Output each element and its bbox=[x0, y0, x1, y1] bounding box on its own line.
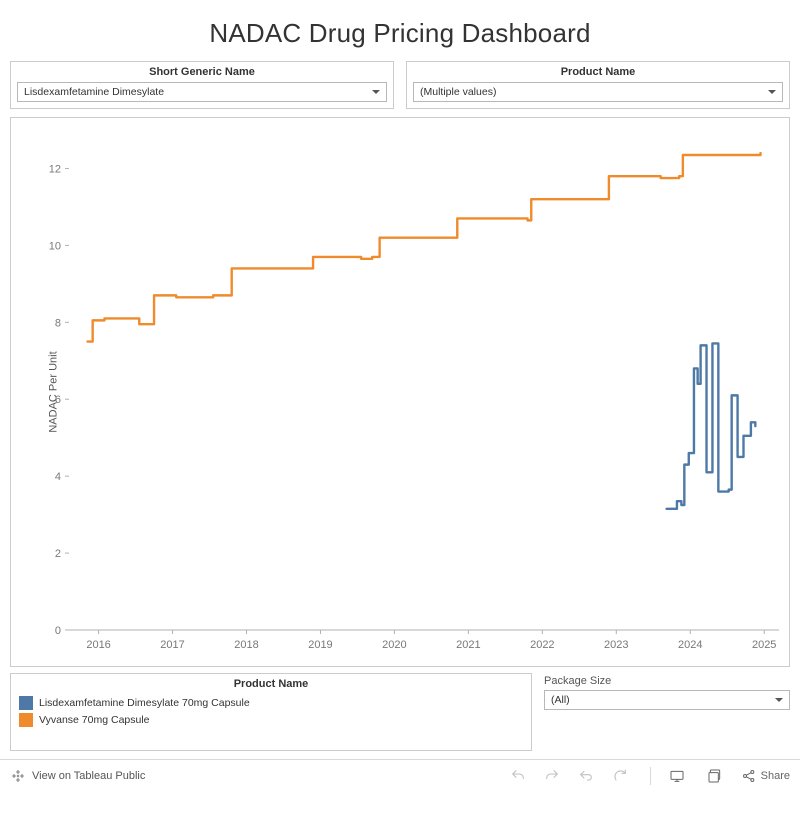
svg-text:4: 4 bbox=[55, 471, 61, 483]
revert-button[interactable] bbox=[578, 768, 594, 784]
refresh-button[interactable] bbox=[612, 768, 632, 784]
filter-generic-name: Short Generic Name Lisdexamfetamine Dime… bbox=[10, 61, 394, 109]
legend-item-label: Lisdexamfetamine Dimesylate 70mg Capsule bbox=[39, 697, 250, 709]
legend-item[interactable]: Vyvanse 70mg Capsule bbox=[19, 713, 523, 727]
filter-product-name: Product Name (Multiple values) bbox=[406, 61, 790, 109]
tableau-icon bbox=[10, 768, 26, 784]
svg-text:2019: 2019 bbox=[308, 639, 332, 651]
device-icon bbox=[669, 768, 685, 784]
svg-text:2020: 2020 bbox=[382, 639, 406, 651]
redo-icon bbox=[544, 768, 560, 784]
svg-text:2021: 2021 bbox=[456, 639, 480, 651]
svg-text:2017: 2017 bbox=[160, 639, 184, 651]
package-size-label: Package Size bbox=[544, 675, 790, 687]
undo-button[interactable] bbox=[510, 768, 526, 784]
chevron-down-icon bbox=[775, 698, 783, 702]
download-button[interactable] bbox=[707, 768, 723, 784]
svg-text:2025: 2025 bbox=[752, 639, 776, 651]
legend-item[interactable]: Lisdexamfetamine Dimesylate 70mg Capsule bbox=[19, 696, 523, 710]
page-title: NADAC Drug Pricing Dashboard bbox=[10, 18, 790, 49]
device-preview-button[interactable] bbox=[669, 768, 689, 784]
svg-text:6: 6 bbox=[55, 394, 61, 406]
svg-text:2016: 2016 bbox=[86, 639, 110, 651]
toolbar-divider bbox=[650, 767, 651, 785]
redo-button[interactable] bbox=[544, 768, 560, 784]
filter-generic-label: Short Generic Name bbox=[17, 66, 387, 78]
undo-icon bbox=[510, 768, 526, 784]
toolbar: View on Tableau Public bbox=[0, 759, 800, 791]
download-icon bbox=[707, 768, 723, 784]
filters-row: Short Generic Name Lisdexamfetamine Dime… bbox=[10, 61, 790, 109]
dropdown-generic-value: Lisdexamfetamine Dimesylate bbox=[24, 86, 164, 98]
chevron-down-icon bbox=[372, 90, 380, 94]
legend-item-label: Vyvanse 70mg Capsule bbox=[39, 714, 150, 726]
svg-text:10: 10 bbox=[49, 240, 61, 252]
chart-area[interactable]: NADAC Per Unit 0246810122016201720182019… bbox=[10, 117, 790, 667]
svg-text:2023: 2023 bbox=[604, 639, 628, 651]
bottom-row: Product Name Lisdexamfetamine Dimesylate… bbox=[10, 673, 790, 751]
legend-title: Product Name bbox=[19, 678, 523, 690]
package-size-box: Package Size (All) bbox=[544, 673, 790, 751]
svg-text:12: 12 bbox=[49, 163, 61, 175]
toolbar-right: Share bbox=[510, 767, 790, 785]
svg-text:2: 2 bbox=[55, 548, 61, 560]
share-button[interactable]: Share bbox=[741, 768, 790, 784]
share-icon bbox=[741, 768, 757, 784]
legend-swatch bbox=[19, 713, 33, 727]
dropdown-product-name[interactable]: (Multiple values) bbox=[413, 82, 783, 102]
legend-items: Lisdexamfetamine Dimesylate 70mg Capsule… bbox=[19, 696, 523, 727]
svg-text:0: 0 bbox=[55, 625, 61, 637]
filter-product-label: Product Name bbox=[413, 66, 783, 78]
dropdown-product-value: (Multiple values) bbox=[420, 86, 496, 98]
revert-icon bbox=[578, 768, 594, 784]
refresh-icon bbox=[612, 768, 628, 784]
dropdown-generic-name[interactable]: Lisdexamfetamine Dimesylate bbox=[17, 82, 387, 102]
view-on-tableau-label: View on Tableau Public bbox=[32, 770, 145, 782]
dashboard-root: NADAC Drug Pricing Dashboard Short Gener… bbox=[0, 0, 800, 751]
svg-text:2024: 2024 bbox=[678, 639, 702, 651]
dropdown-package-value: (All) bbox=[551, 694, 570, 706]
svg-text:2022: 2022 bbox=[530, 639, 554, 651]
view-on-tableau-button[interactable]: View on Tableau Public bbox=[10, 768, 145, 784]
chart-svg: 0 2 4 6 8 10 12 2016 2017 2018 2019 2020 2021 2022 202… bbox=[11, 118, 791, 668]
share-label: Share bbox=[761, 770, 790, 782]
svg-text:2018: 2018 bbox=[234, 639, 258, 651]
legend-swatch bbox=[19, 696, 33, 710]
svg-text:8: 8 bbox=[55, 317, 61, 329]
chevron-down-icon bbox=[768, 90, 776, 94]
legend-box: Product Name Lisdexamfetamine Dimesylate… bbox=[10, 673, 532, 751]
dropdown-package-size[interactable]: (All) bbox=[544, 690, 790, 710]
